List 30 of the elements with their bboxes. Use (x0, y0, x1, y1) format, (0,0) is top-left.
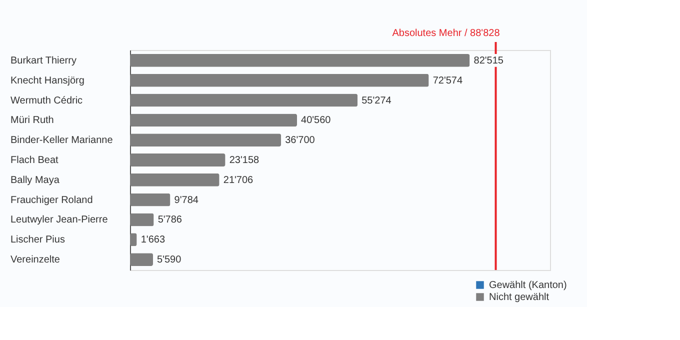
bar (130, 74, 429, 87)
ref-line-label: Absolutes Mehr / 88'828 (392, 28, 500, 39)
y-tick-label: Vereinzelte (10, 254, 60, 266)
y-tick-label: Lischer Pius (10, 234, 65, 246)
y-tick-label: Wermuth Cédric (10, 95, 83, 106)
bar (130, 173, 220, 186)
data-label: 21'706 (223, 174, 254, 186)
y-tick-label: Burkart Thierry (10, 55, 76, 66)
data-label: 9'784 (174, 194, 199, 206)
bar (130, 154, 226, 166)
bar (130, 193, 170, 206)
data-label: 72'574 (432, 75, 463, 86)
data-label: 36'700 (285, 135, 316, 146)
data-label: 5'590 (157, 254, 182, 266)
y-tick-label: Binder-Keller Marianne (10, 135, 114, 146)
y-tick-label: Bally Maya (10, 174, 60, 186)
legend-label: Nicht gewählt (489, 292, 550, 303)
data-label: 82'515 (474, 55, 504, 66)
data-label: 1'663 (140, 234, 166, 246)
y-tick-label: Flach Beat (10, 155, 59, 166)
y-tick-label: Frauchiger Roland (10, 194, 93, 206)
bar (130, 213, 154, 226)
legend-label: Gewählt (Kanton) (489, 280, 567, 291)
data-label: 23'158 (229, 155, 260, 166)
y-tick-label: Knecht Hansjörg (10, 75, 84, 86)
y-tick-label: Leutwyler Jean-Pierre (10, 214, 108, 226)
data-label: 40'560 (301, 115, 332, 126)
data-label: 55'274 (362, 95, 392, 106)
data-label: 5'786 (158, 214, 182, 226)
y-tick-label: Müri Ruth (10, 115, 54, 126)
